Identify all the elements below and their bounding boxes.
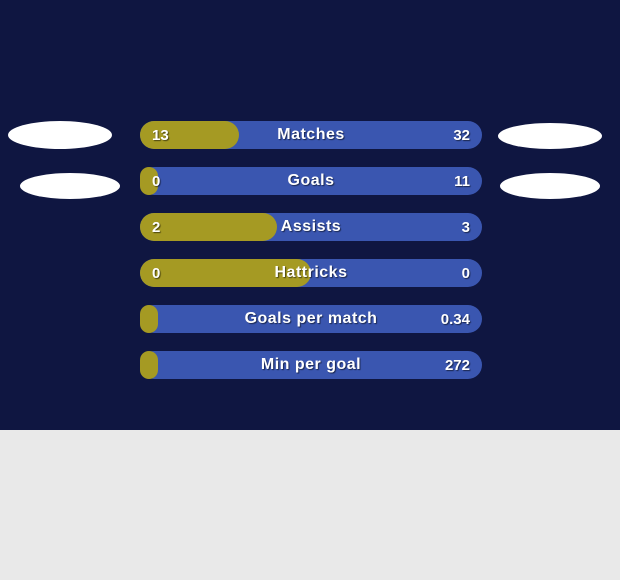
player-badge-placeholder	[498, 123, 602, 149]
player-badge-placeholder	[500, 173, 600, 199]
stat-row: Hattricks0 0	[140, 259, 482, 287]
stat-value-right: 3	[462, 219, 470, 236]
player-badge-placeholder	[20, 173, 120, 199]
stat-value-left: 0	[152, 173, 160, 190]
stat-value-left: 0	[152, 265, 160, 282]
stat-label: Goals	[140, 172, 482, 190]
stat-value-right: 272	[445, 357, 470, 374]
stat-label: Hattricks	[140, 264, 482, 282]
comparison-chart: Matches1332Goals011Assists23Hattricks00G…	[0, 117, 620, 407]
stat-row: Goals per match0.34	[140, 305, 482, 333]
stat-label: Goals per match	[140, 310, 482, 328]
stat-value-right: 32	[453, 127, 470, 144]
player-badge-placeholder	[8, 121, 112, 149]
stat-row: Matches13 32	[140, 121, 482, 149]
stat-row: Min per goal272	[140, 351, 482, 379]
stat-value-left: 2	[152, 219, 160, 236]
stat-row: Goals0 11	[140, 167, 482, 195]
stat-value-right: 11	[454, 173, 470, 190]
stat-value-left: 13	[152, 127, 169, 144]
stat-label: Min per goal	[140, 356, 482, 374]
stat-value-right: 0	[462, 265, 470, 282]
stat-value-right: 0.34	[441, 311, 470, 328]
stat-label: Matches	[140, 126, 482, 144]
stat-row: Assists2 3	[140, 213, 482, 241]
stat-label: Assists	[140, 218, 482, 236]
